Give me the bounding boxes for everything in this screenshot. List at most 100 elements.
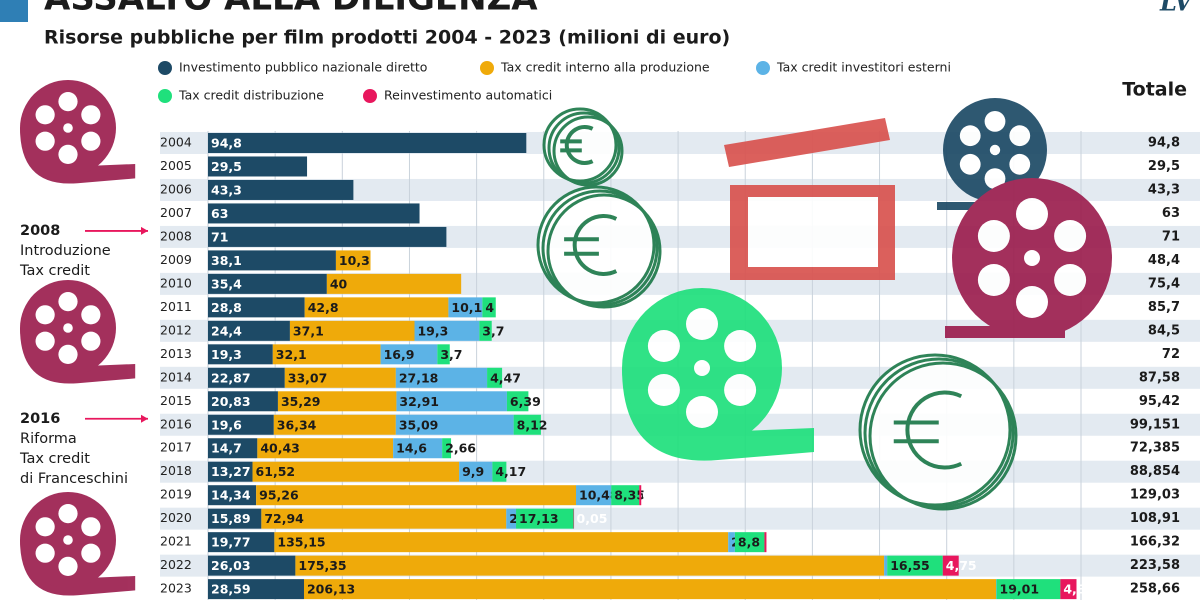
bar-value-label: 19,77 (211, 535, 251, 550)
bar-segment (459, 461, 493, 482)
bar-value-label: 6 (767, 535, 776, 550)
y-tick-label: 2022 (160, 557, 192, 572)
bar-value-label: 28,8 (211, 300, 242, 315)
total-label: 71 (1162, 229, 1180, 244)
bar-segment (252, 461, 460, 482)
annotation-text: Introduzione (20, 243, 111, 259)
y-tick-label: 2017 (160, 440, 192, 455)
bar-value-label: 175,35 (298, 558, 346, 573)
bar-segment (208, 156, 308, 177)
bar-segment (208, 485, 257, 506)
bar-segment (639, 485, 642, 506)
reel-stand (937, 202, 997, 210)
bar-value-label: 32,91 (399, 394, 439, 409)
bar-value-label: 43,3 (211, 182, 242, 197)
bar-segment (437, 344, 450, 365)
bar-segment (396, 391, 507, 412)
reel-stand (945, 326, 1065, 338)
bar-value-label: 61,52 (256, 464, 296, 479)
bar-segment (208, 438, 258, 459)
y-tick-label: 2005 (160, 158, 192, 173)
bar-segment (395, 367, 488, 388)
reel-hole (724, 330, 757, 362)
bar-segment (380, 344, 438, 365)
bar-value-label: 19,01 (1000, 582, 1040, 597)
bar-value-label: 40 (330, 276, 348, 291)
y-tick-label: 2008 (160, 228, 192, 243)
total-label: 223,58 (1130, 558, 1180, 573)
total-label: 43,3 (1148, 182, 1180, 197)
legend-label: Tax credit investitori esterni (776, 60, 951, 75)
bar-value-label: 35,09 (399, 417, 439, 432)
clapper-top (724, 118, 890, 167)
reel-hole (1054, 220, 1087, 252)
bar-segment (208, 344, 273, 365)
bar-value-label: 16,9 (384, 347, 415, 362)
bar-segment (326, 273, 462, 294)
bar-segment (261, 508, 507, 529)
bar-value-label: 17,13 (519, 511, 559, 526)
bar-segment (516, 508, 574, 529)
bar-segment (208, 508, 262, 529)
bar-value-label: 32,1 (276, 347, 307, 362)
bar-segment (482, 297, 496, 318)
bar-value-label: 14,7 (211, 441, 242, 456)
bar-value-label: 10,48 (579, 488, 619, 503)
reel-hole (1054, 264, 1087, 296)
total-label: 85,7 (1148, 300, 1180, 315)
y-tick-label: 2006 (160, 181, 192, 196)
bar-segment (208, 179, 354, 200)
bar-segment (304, 297, 449, 318)
row-stripe (160, 178, 1200, 201)
total-label: 95,42 (1139, 394, 1180, 409)
bar-value-label: 4,47 (490, 370, 521, 385)
annotation-text: Tax credit (19, 451, 90, 467)
legend-label: Reinvestimento automatici (384, 88, 552, 103)
bar-segment (208, 461, 253, 482)
bar-value-label: 10,3 (339, 253, 370, 268)
bar-segment (448, 297, 483, 318)
bar-segment (208, 273, 327, 294)
bar-value-label: 35,4 (211, 276, 242, 291)
bar-segment (208, 250, 336, 271)
total-label: 108,91 (1130, 511, 1180, 526)
bar-segment (487, 367, 503, 388)
reel-hole (977, 220, 1010, 252)
chart-subtitle: Risorse pubbliche per film prodotti 2004… (44, 27, 730, 49)
y-tick-label: 2015 (160, 393, 192, 408)
coin-ring (552, 115, 624, 187)
reel-hub (63, 123, 73, 133)
reel-hole (81, 543, 101, 563)
bar-value-label: 3,7 (482, 323, 504, 338)
bar-value-label: 19,3 (211, 347, 242, 362)
bar-value-label: 26,03 (211, 558, 251, 573)
bar-segment (479, 320, 492, 341)
bar-value-label: 10,1 (451, 300, 482, 315)
reel-hole (647, 374, 680, 406)
bar-value-label: 20,83 (211, 394, 251, 409)
coin-ring (868, 361, 1018, 511)
bar-segment (272, 344, 381, 365)
bar-segment (1060, 579, 1077, 600)
legend-label: Tax credit interno alla produzione (500, 60, 710, 75)
bar-segment (295, 555, 885, 576)
bar-value-label: 14,6 (396, 441, 427, 456)
bar-segment (728, 532, 735, 553)
bar-value-label: 38,1 (211, 253, 242, 268)
reel-hole (1009, 153, 1031, 175)
bar-segment (942, 555, 959, 576)
bar-value-label: 95,26 (259, 488, 299, 503)
legend-swatch (480, 61, 494, 75)
bar-segment (208, 226, 447, 247)
bar-value-label: 8,35 (614, 488, 645, 503)
bar-segment (887, 555, 943, 576)
bar-value-label: 4 (485, 300, 494, 315)
bar-value-label: 72,94 (264, 511, 304, 526)
annotation-text: di Franceschini (20, 471, 128, 487)
y-tick-label: 2020 (160, 510, 192, 525)
decorations (20, 80, 1112, 596)
bar-value-label: 15,89 (211, 511, 251, 526)
bar-segment (513, 414, 541, 435)
y-tick-label: 2018 (160, 463, 192, 478)
bar-value-label: 94,8 (211, 136, 242, 151)
